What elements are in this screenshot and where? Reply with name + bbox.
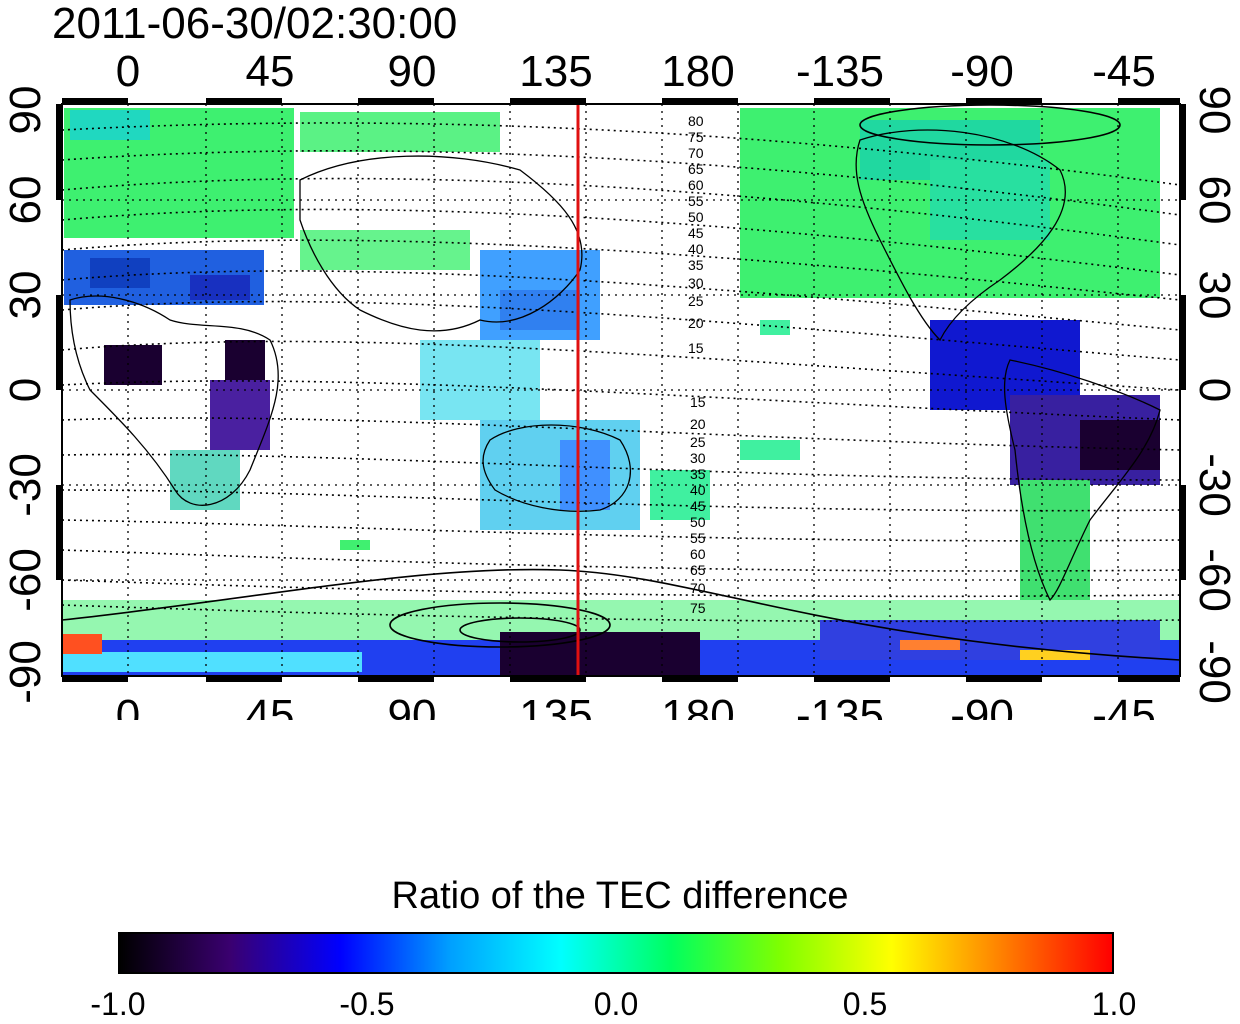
colorbar-tick-label: 0.5 <box>842 986 888 1022</box>
right-tick-label: 60 <box>1190 176 1239 225</box>
contour-label: 20 <box>690 416 706 432</box>
bottom-tick-label: 0 <box>116 691 140 720</box>
bottom-tick-label: -90 <box>950 691 1014 720</box>
top-tick-label: 0 <box>116 47 140 96</box>
contour-label: 70 <box>688 145 704 161</box>
contour-label: 75 <box>688 129 704 145</box>
contour-label: 30 <box>688 275 704 291</box>
top-tick-label: -45 <box>1092 47 1156 96</box>
contour-label: 55 <box>688 193 704 209</box>
contour-label: 40 <box>690 482 706 498</box>
right-tick-label: -30 <box>1190 453 1239 517</box>
contour-label: 70 <box>690 580 706 596</box>
right-tick-label: 30 <box>1190 271 1239 320</box>
left-axis-labels: 90 60 30 0 -30 -60 -90 <box>1 86 50 704</box>
colorbar-tick-label: 1.0 <box>1091 986 1137 1022</box>
map-svg: 80 75 70 65 60 55 50 45 40 35 30 25 20 1… <box>1 47 1239 720</box>
contour-label: 15 <box>688 340 704 356</box>
colorbar <box>118 932 1114 974</box>
tec-map: 80 75 70 65 60 55 50 45 40 35 30 25 20 1… <box>1 47 1239 720</box>
left-tick-label: 30 <box>1 271 50 320</box>
contour-label: 50 <box>690 514 706 530</box>
contour-label: 60 <box>688 177 704 193</box>
bottom-axis-labels: 0 45 90 135 180 -135 -90 -45 <box>116 691 1156 720</box>
right-axis-labels: 90 60 30 0 -30 -60 -90 <box>1190 86 1239 704</box>
bottom-tick-label: 135 <box>519 691 592 720</box>
colorbar-tick-label: -1.0 <box>90 986 146 1022</box>
left-tick-label: 90 <box>1 86 50 135</box>
bottom-tick-label: -135 <box>796 691 884 720</box>
right-tick-label: 0 <box>1190 378 1239 402</box>
contour-label: 80 <box>688 113 704 129</box>
contour-labels-south: 15 20 25 30 35 40 45 50 55 60 65 70 75 <box>690 394 706 616</box>
bottom-tick-label: 45 <box>246 691 295 720</box>
left-tick-label: 60 <box>1 176 50 225</box>
map-title: 2011-06-30/02:30:00 <box>52 0 458 48</box>
contour-label: 40 <box>688 241 704 257</box>
contour-label: 35 <box>690 466 706 482</box>
contour-labels-north: 80 75 70 65 60 55 50 45 40 35 30 25 20 1… <box>688 113 704 356</box>
frame-bands <box>56 98 1186 682</box>
left-tick-label: -60 <box>1 548 50 612</box>
contour-label: 75 <box>690 600 706 616</box>
top-tick-label: 135 <box>519 47 592 96</box>
contour-label: 25 <box>688 293 704 309</box>
contour-label: 45 <box>688 225 704 241</box>
contour-label: 15 <box>690 394 706 410</box>
right-tick-label: -60 <box>1190 548 1239 612</box>
contour-label: 35 <box>688 257 704 273</box>
contour-label: 60 <box>690 546 706 562</box>
top-tick-label: 90 <box>388 47 437 96</box>
tec-patch-west-africa <box>104 345 162 385</box>
contour-label: 50 <box>688 209 704 225</box>
right-tick-label: -90 <box>1190 640 1239 704</box>
colorbar-tick-label: -0.5 <box>339 986 395 1022</box>
colorbar-tick-label: 0.0 <box>593 986 639 1022</box>
coastlines <box>69 129 1161 602</box>
contour-label: 30 <box>690 450 706 466</box>
top-tick-label: -90 <box>950 47 1014 96</box>
bottom-tick-label: 90 <box>388 691 437 720</box>
left-tick-label: -90 <box>1 640 50 704</box>
left-tick-label: -30 <box>1 453 50 517</box>
top-tick-label: -135 <box>796 47 884 96</box>
left-tick-label: 0 <box>1 378 50 402</box>
right-tick-label: 90 <box>1190 86 1239 135</box>
contour-label: 55 <box>690 530 706 546</box>
graticule <box>62 104 1180 676</box>
contour-label: 45 <box>690 498 706 514</box>
contour-label: 20 <box>688 315 704 331</box>
contour-label: 65 <box>690 562 706 578</box>
top-axis-labels: 0 45 90 135 180 -135 -90 -45 <box>116 47 1156 96</box>
tec-data-layer: 80 75 70 65 60 55 50 45 40 35 30 25 20 1… <box>62 104 1180 676</box>
bottom-tick-label: 180 <box>661 691 734 720</box>
magnetic-contours <box>62 122 1180 623</box>
top-tick-label: 180 <box>661 47 734 96</box>
colorbar-title: Ratio of the TEC difference <box>391 875 849 917</box>
top-tick-label: 45 <box>246 47 295 96</box>
bottom-tick-label: -45 <box>1092 691 1156 720</box>
contour-label: 25 <box>690 434 706 450</box>
contour-label: 65 <box>688 161 704 177</box>
